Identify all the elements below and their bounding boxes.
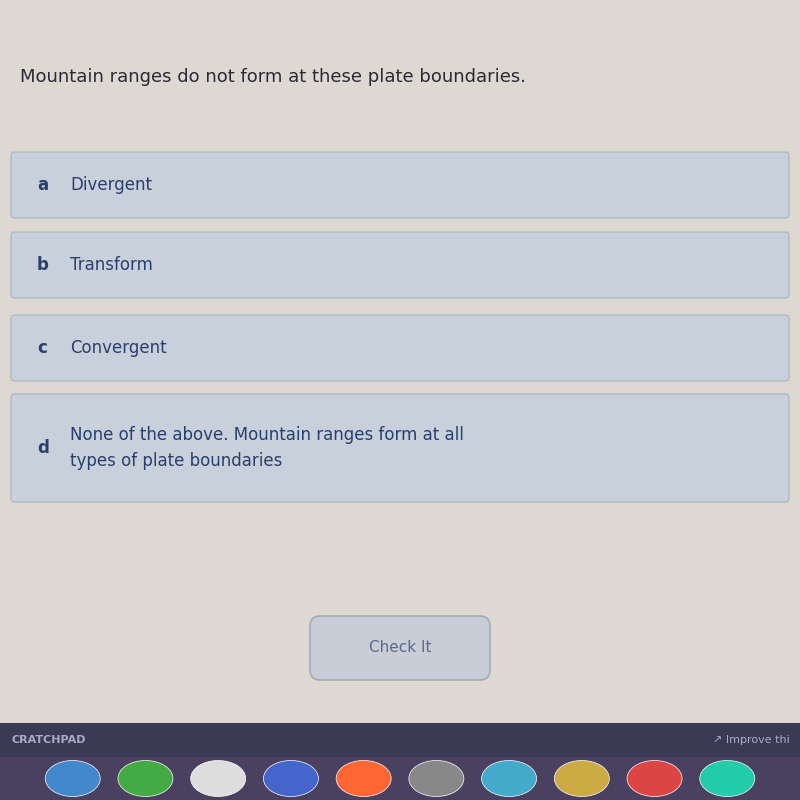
Text: a: a (37, 176, 48, 194)
FancyBboxPatch shape (11, 232, 789, 298)
Text: Divergent: Divergent (70, 176, 152, 194)
Text: c: c (37, 339, 47, 357)
Ellipse shape (482, 761, 537, 797)
Ellipse shape (700, 761, 754, 797)
Text: None of the above. Mountain ranges form at all
types of plate boundaries: None of the above. Mountain ranges form … (70, 426, 464, 470)
Ellipse shape (627, 761, 682, 797)
Text: Check It: Check It (369, 641, 431, 655)
FancyBboxPatch shape (11, 394, 789, 502)
Ellipse shape (409, 761, 464, 797)
Text: Convergent: Convergent (70, 339, 166, 357)
Ellipse shape (190, 761, 246, 797)
Text: Mountain ranges do not form at these plate boundaries.: Mountain ranges do not form at these pla… (20, 68, 526, 86)
Ellipse shape (554, 761, 610, 797)
FancyBboxPatch shape (310, 616, 490, 680)
Bar (0, 757, 800, 800)
Text: b: b (37, 256, 49, 274)
Ellipse shape (46, 761, 100, 797)
Text: d: d (37, 439, 49, 457)
Bar (0, 723, 800, 757)
Text: Transform: Transform (70, 256, 153, 274)
FancyBboxPatch shape (11, 315, 789, 381)
FancyBboxPatch shape (11, 152, 789, 218)
Text: ↗ Improve thi: ↗ Improve thi (714, 735, 790, 745)
Text: CRATCHPAD: CRATCHPAD (12, 735, 86, 745)
Ellipse shape (336, 761, 391, 797)
Ellipse shape (118, 761, 173, 797)
Ellipse shape (263, 761, 318, 797)
